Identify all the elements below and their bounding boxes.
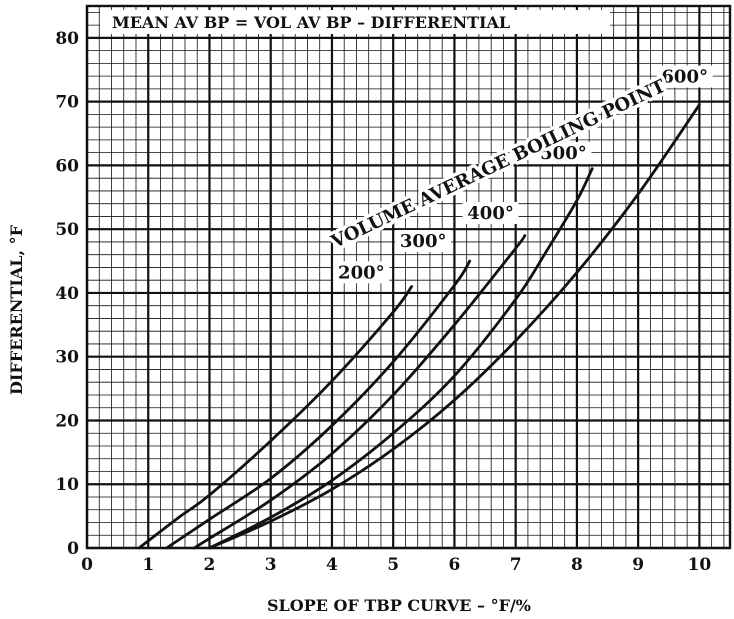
curve-label: 400° [467,203,514,224]
plot-frame [85,4,732,550]
series-line [208,167,594,550]
curve-label: 600° [661,67,708,88]
curves [137,103,701,550]
x-tick-label: 7 [510,555,522,575]
y-tick-label: 60 [55,156,79,176]
x-tick-label: 5 [387,555,399,575]
curve-label-box [535,142,592,165]
curve-label-box [395,230,452,253]
curve-label: 300° [400,231,447,252]
curve-label-box [656,65,713,88]
curve-label-box [462,201,519,224]
title-banner-box [100,10,610,34]
curve-label-box [333,261,390,284]
curve-label: 500° [540,143,587,164]
grid [85,4,732,550]
curve-labels: 200° 300° 400° 500° 600° [333,65,713,284]
y-axis-label: DIFFERENTIAL, °F [7,224,26,395]
x-tick-label: 4 [326,555,338,575]
y-tick-label: 80 [55,29,79,49]
x-tick-label: 10 [688,555,712,575]
x-tick-label: 8 [571,555,583,575]
x-tick-label: 2 [204,555,216,575]
x-tick-label: 3 [265,555,277,575]
y-tick-label: 20 [55,411,79,431]
y-tick-label: 50 [55,220,79,240]
y-tick-label: 70 [55,93,79,113]
y-tick-label: 30 [55,348,79,368]
series-line [208,103,701,550]
x-axis-label: SLOPE OF TBP CURVE – °F/% [267,596,531,615]
x-tick-label: 0 [81,555,93,575]
chart-title: MEAN AV BP = VOL AV BP – DIFFERENTIAL [112,13,510,32]
tick-labels: 0 1 2 3 4 5 6 7 8 9 10 0 10 20 30 40 50 60 70 80 [55,29,711,575]
y-tick-label: 0 [67,539,79,559]
x-tick-label: 6 [449,555,461,575]
x-tick-label: 9 [632,555,644,575]
series-line [192,234,527,550]
curve-label: 200° [338,262,385,283]
y-tick-label: 40 [55,284,79,304]
x-tick-label: 1 [142,555,154,575]
series-line [165,259,472,550]
y-tick-label: 10 [55,475,79,495]
series-line [137,285,413,550]
